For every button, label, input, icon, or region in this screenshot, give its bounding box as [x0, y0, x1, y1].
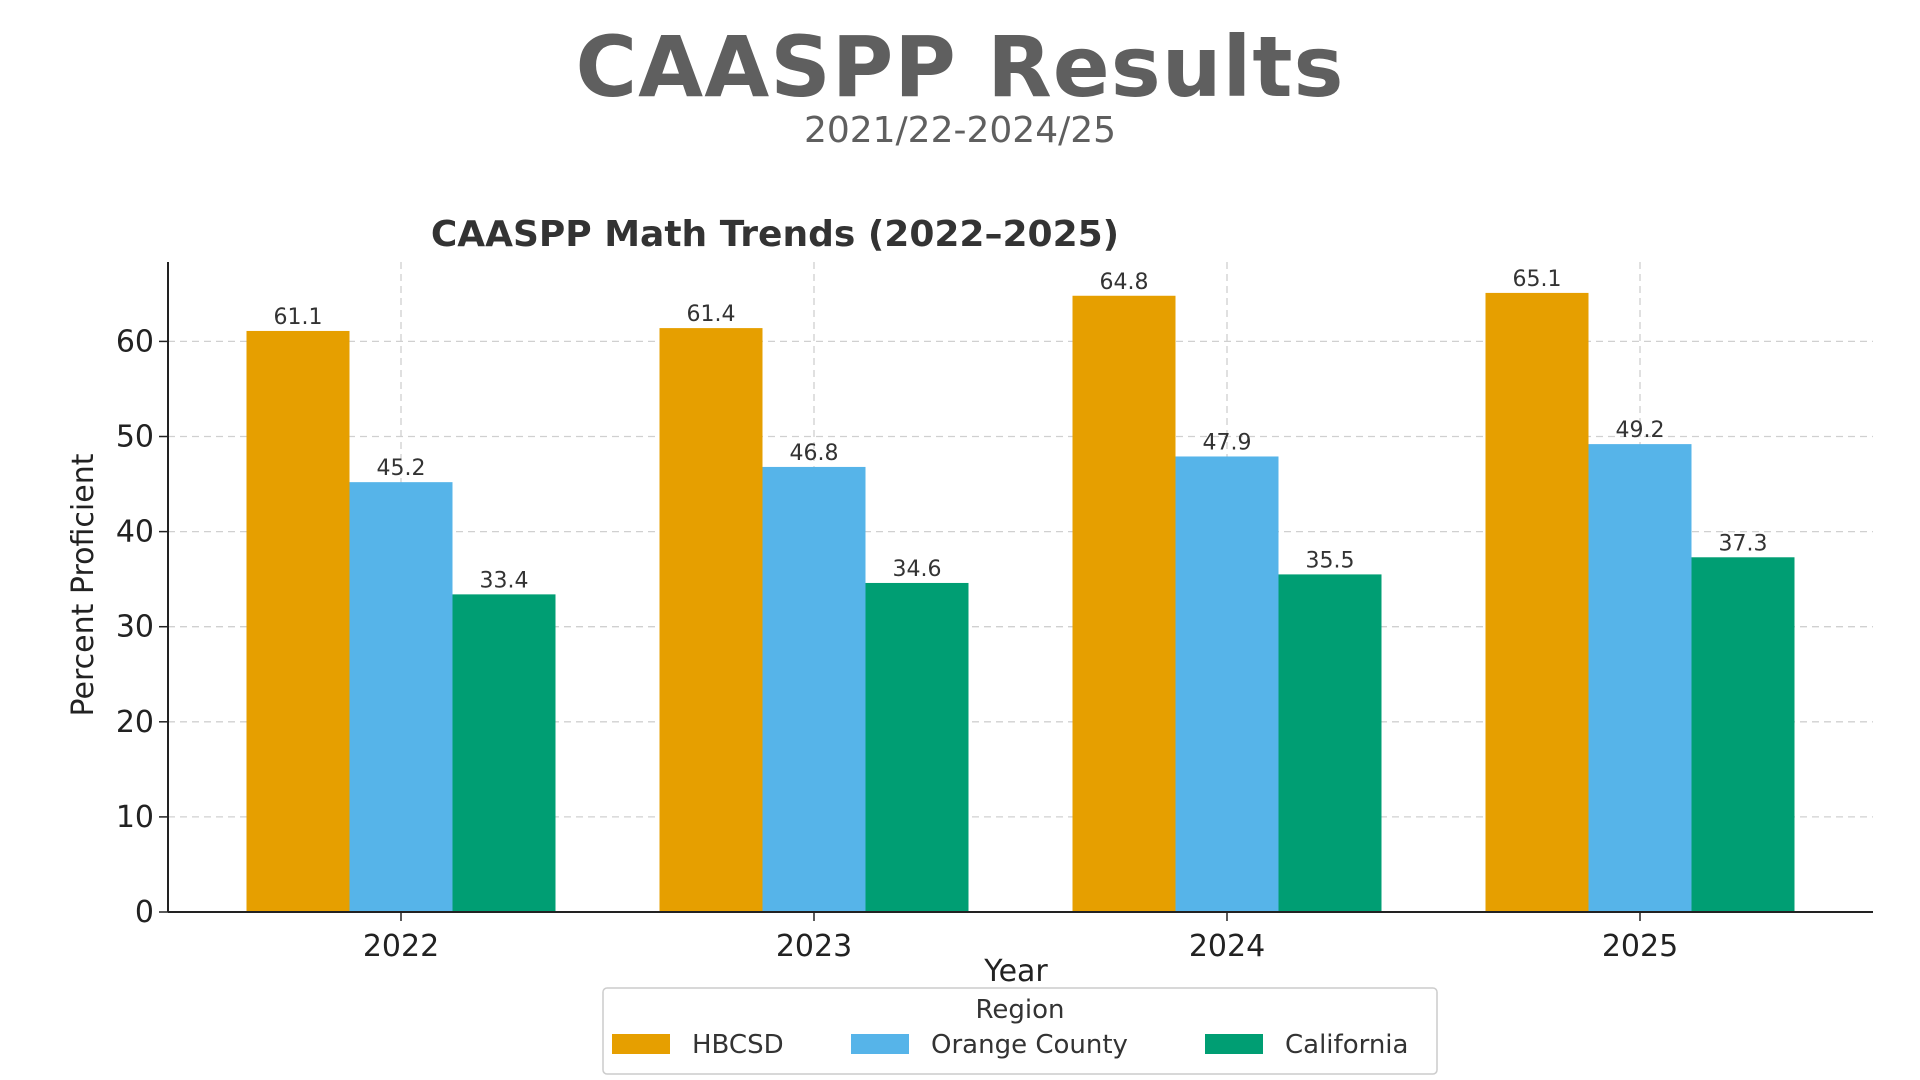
page-title: CAASPP Results	[575, 18, 1345, 116]
y-tick-label: 40	[116, 515, 154, 550]
data-label: 33.4	[480, 568, 529, 593]
bar-orange-county-2023	[762, 466, 866, 912]
bar-california-2022	[452, 594, 556, 912]
y-tick-label: 50	[116, 420, 154, 455]
y-tick-label: 30	[116, 610, 154, 645]
y-axis-label: Percent Proficient	[66, 453, 101, 716]
bar-california-2025	[1691, 557, 1795, 912]
legend-swatch-orange-county	[851, 1034, 909, 1054]
data-label: 64.8	[1100, 270, 1149, 295]
bar-hbcsd-2024	[1072, 295, 1176, 912]
y-tick-label: 20	[116, 705, 154, 740]
x-tick-label-2024: 2024	[1189, 929, 1265, 964]
x-tick-label-2022: 2022	[363, 929, 439, 964]
bar-hbcsd-2023	[659, 328, 763, 912]
bar-california-2023	[865, 582, 969, 912]
bar-california-2024	[1278, 574, 1382, 912]
data-label: 47.9	[1203, 430, 1252, 455]
legend-label-california: California	[1285, 1030, 1408, 1060]
data-label: 46.8	[790, 441, 839, 466]
bar-hbcsd-2022	[246, 330, 350, 912]
data-label: 49.2	[1616, 418, 1665, 443]
data-labels: 61.1 61.4 64.8 65.1 45.2 46.8 47.9 49.2 33.4 34.6…	[274, 267, 1768, 593]
y-tick-label: 60	[116, 324, 154, 359]
legend-label-hbcsd: HBCSD	[692, 1030, 784, 1060]
tick-labels: 0 10 20 30 40 50 60 2022 2023 2024 2025	[116, 324, 1678, 964]
axes	[159, 262, 1873, 921]
data-label: 35.5	[1306, 548, 1355, 573]
y-tick-label: 0	[135, 895, 154, 930]
data-label: 65.1	[1513, 267, 1562, 292]
page-subtitle: 2021/22-2024/25	[803, 110, 1117, 151]
bar-orange-county-2025	[1588, 444, 1692, 912]
data-label: 37.3	[1719, 531, 1768, 556]
data-label: 61.4	[687, 302, 736, 327]
data-label: 61.1	[274, 305, 323, 330]
bars	[246, 292, 1795, 912]
data-label: 34.6	[893, 557, 942, 582]
y-tick-label: 10	[116, 800, 154, 835]
legend: Region HBCSD Orange County California	[602, 987, 1438, 1075]
legend-label-orange-county: Orange County	[931, 1030, 1128, 1060]
bar-hbcsd-2025	[1485, 292, 1589, 912]
bar-orange-county-2022	[349, 482, 453, 912]
data-label: 45.2	[377, 456, 426, 481]
chart-title: CAASPP Math Trends (2022–2025)	[431, 214, 1119, 255]
x-tick-label-2025: 2025	[1602, 929, 1678, 964]
legend-title: Region	[975, 995, 1064, 1025]
x-tick-label-2023: 2023	[776, 929, 852, 964]
legend-swatch-california	[1205, 1034, 1263, 1054]
bar-orange-county-2024	[1175, 456, 1279, 912]
x-axis-label: Year	[983, 954, 1048, 989]
legend-swatch-hbcsd	[612, 1034, 670, 1054]
